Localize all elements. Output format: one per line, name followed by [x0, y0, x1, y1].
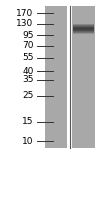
Bar	[45, 6, 67, 148]
Text: 170: 170	[16, 8, 34, 18]
Text: 25: 25	[22, 92, 34, 100]
Bar	[73, 24, 94, 25]
Bar	[73, 26, 94, 27]
Text: 35: 35	[22, 75, 34, 84]
Text: 40: 40	[22, 66, 34, 75]
Bar	[73, 29, 94, 30]
Text: 10: 10	[22, 136, 34, 146]
Bar	[73, 30, 94, 31]
Text: 95: 95	[22, 30, 34, 40]
Text: 70: 70	[22, 42, 34, 50]
Bar	[73, 33, 94, 34]
Text: 15: 15	[22, 117, 34, 127]
Bar	[73, 25, 94, 26]
Bar	[73, 32, 94, 33]
Bar	[73, 31, 94, 32]
Bar	[73, 28, 94, 29]
Bar	[73, 27, 94, 28]
Text: 55: 55	[22, 53, 34, 62]
Bar	[72, 6, 95, 148]
Text: 130: 130	[16, 20, 34, 28]
